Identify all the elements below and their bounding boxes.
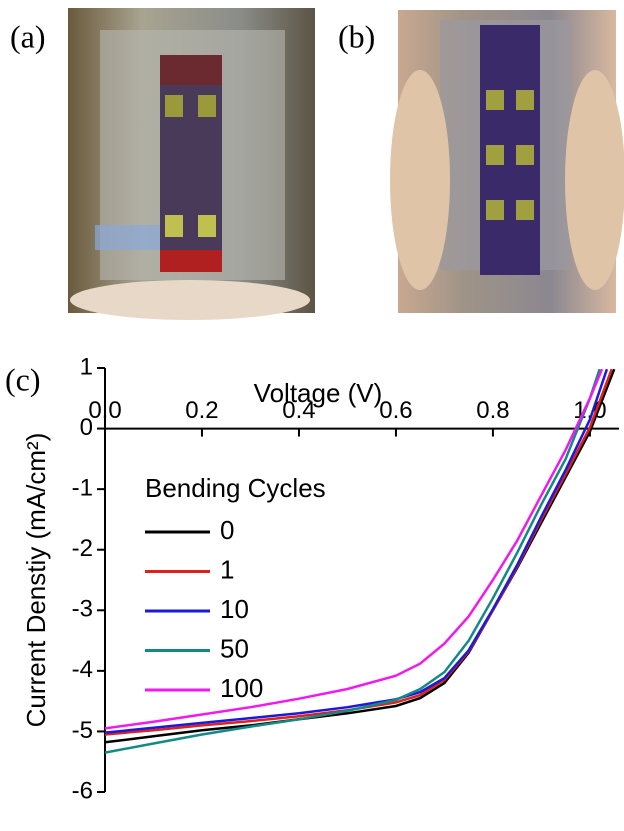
y-tick-label: -4 xyxy=(72,656,93,683)
legend-label: 1 xyxy=(220,554,234,584)
y-tick-label: -3 xyxy=(72,596,93,623)
x-tick-label: 0.4 xyxy=(282,397,315,424)
series-line xyxy=(104,368,613,736)
legend-label: 10 xyxy=(220,594,249,624)
y-tick-label: -5 xyxy=(72,717,93,744)
y-tick-label: -1 xyxy=(72,474,93,501)
y-tick-label: -2 xyxy=(72,535,93,562)
series-line xyxy=(104,368,604,730)
legend-label: 0 xyxy=(220,515,234,545)
x-tick-label: 0.0 xyxy=(88,397,121,424)
series-line xyxy=(104,368,609,734)
y-axis-label: Current Denstiy (mA/cm²) xyxy=(21,433,51,728)
photo-b xyxy=(390,10,624,313)
panel-label: (b) xyxy=(338,18,375,54)
legend-title: Bending Cycles xyxy=(145,473,326,503)
x-axis-label: Voltage (V) xyxy=(254,378,383,408)
photo-a xyxy=(68,8,315,320)
legend-label: 100 xyxy=(220,673,263,703)
x-tick-label: 0.2 xyxy=(185,397,218,424)
panel-label: (c) xyxy=(5,361,41,397)
y-tick-label: 1 xyxy=(80,353,93,380)
y-tick-label: -6 xyxy=(72,777,93,804)
x-tick-label: 0.6 xyxy=(379,397,412,424)
panel-label: (a) xyxy=(10,18,46,54)
y-tick-label: 0 xyxy=(80,414,93,441)
series-line xyxy=(104,368,601,754)
x-tick-label: 0.8 xyxy=(476,397,509,424)
series-line xyxy=(104,368,616,744)
legend-label: 50 xyxy=(220,633,249,663)
